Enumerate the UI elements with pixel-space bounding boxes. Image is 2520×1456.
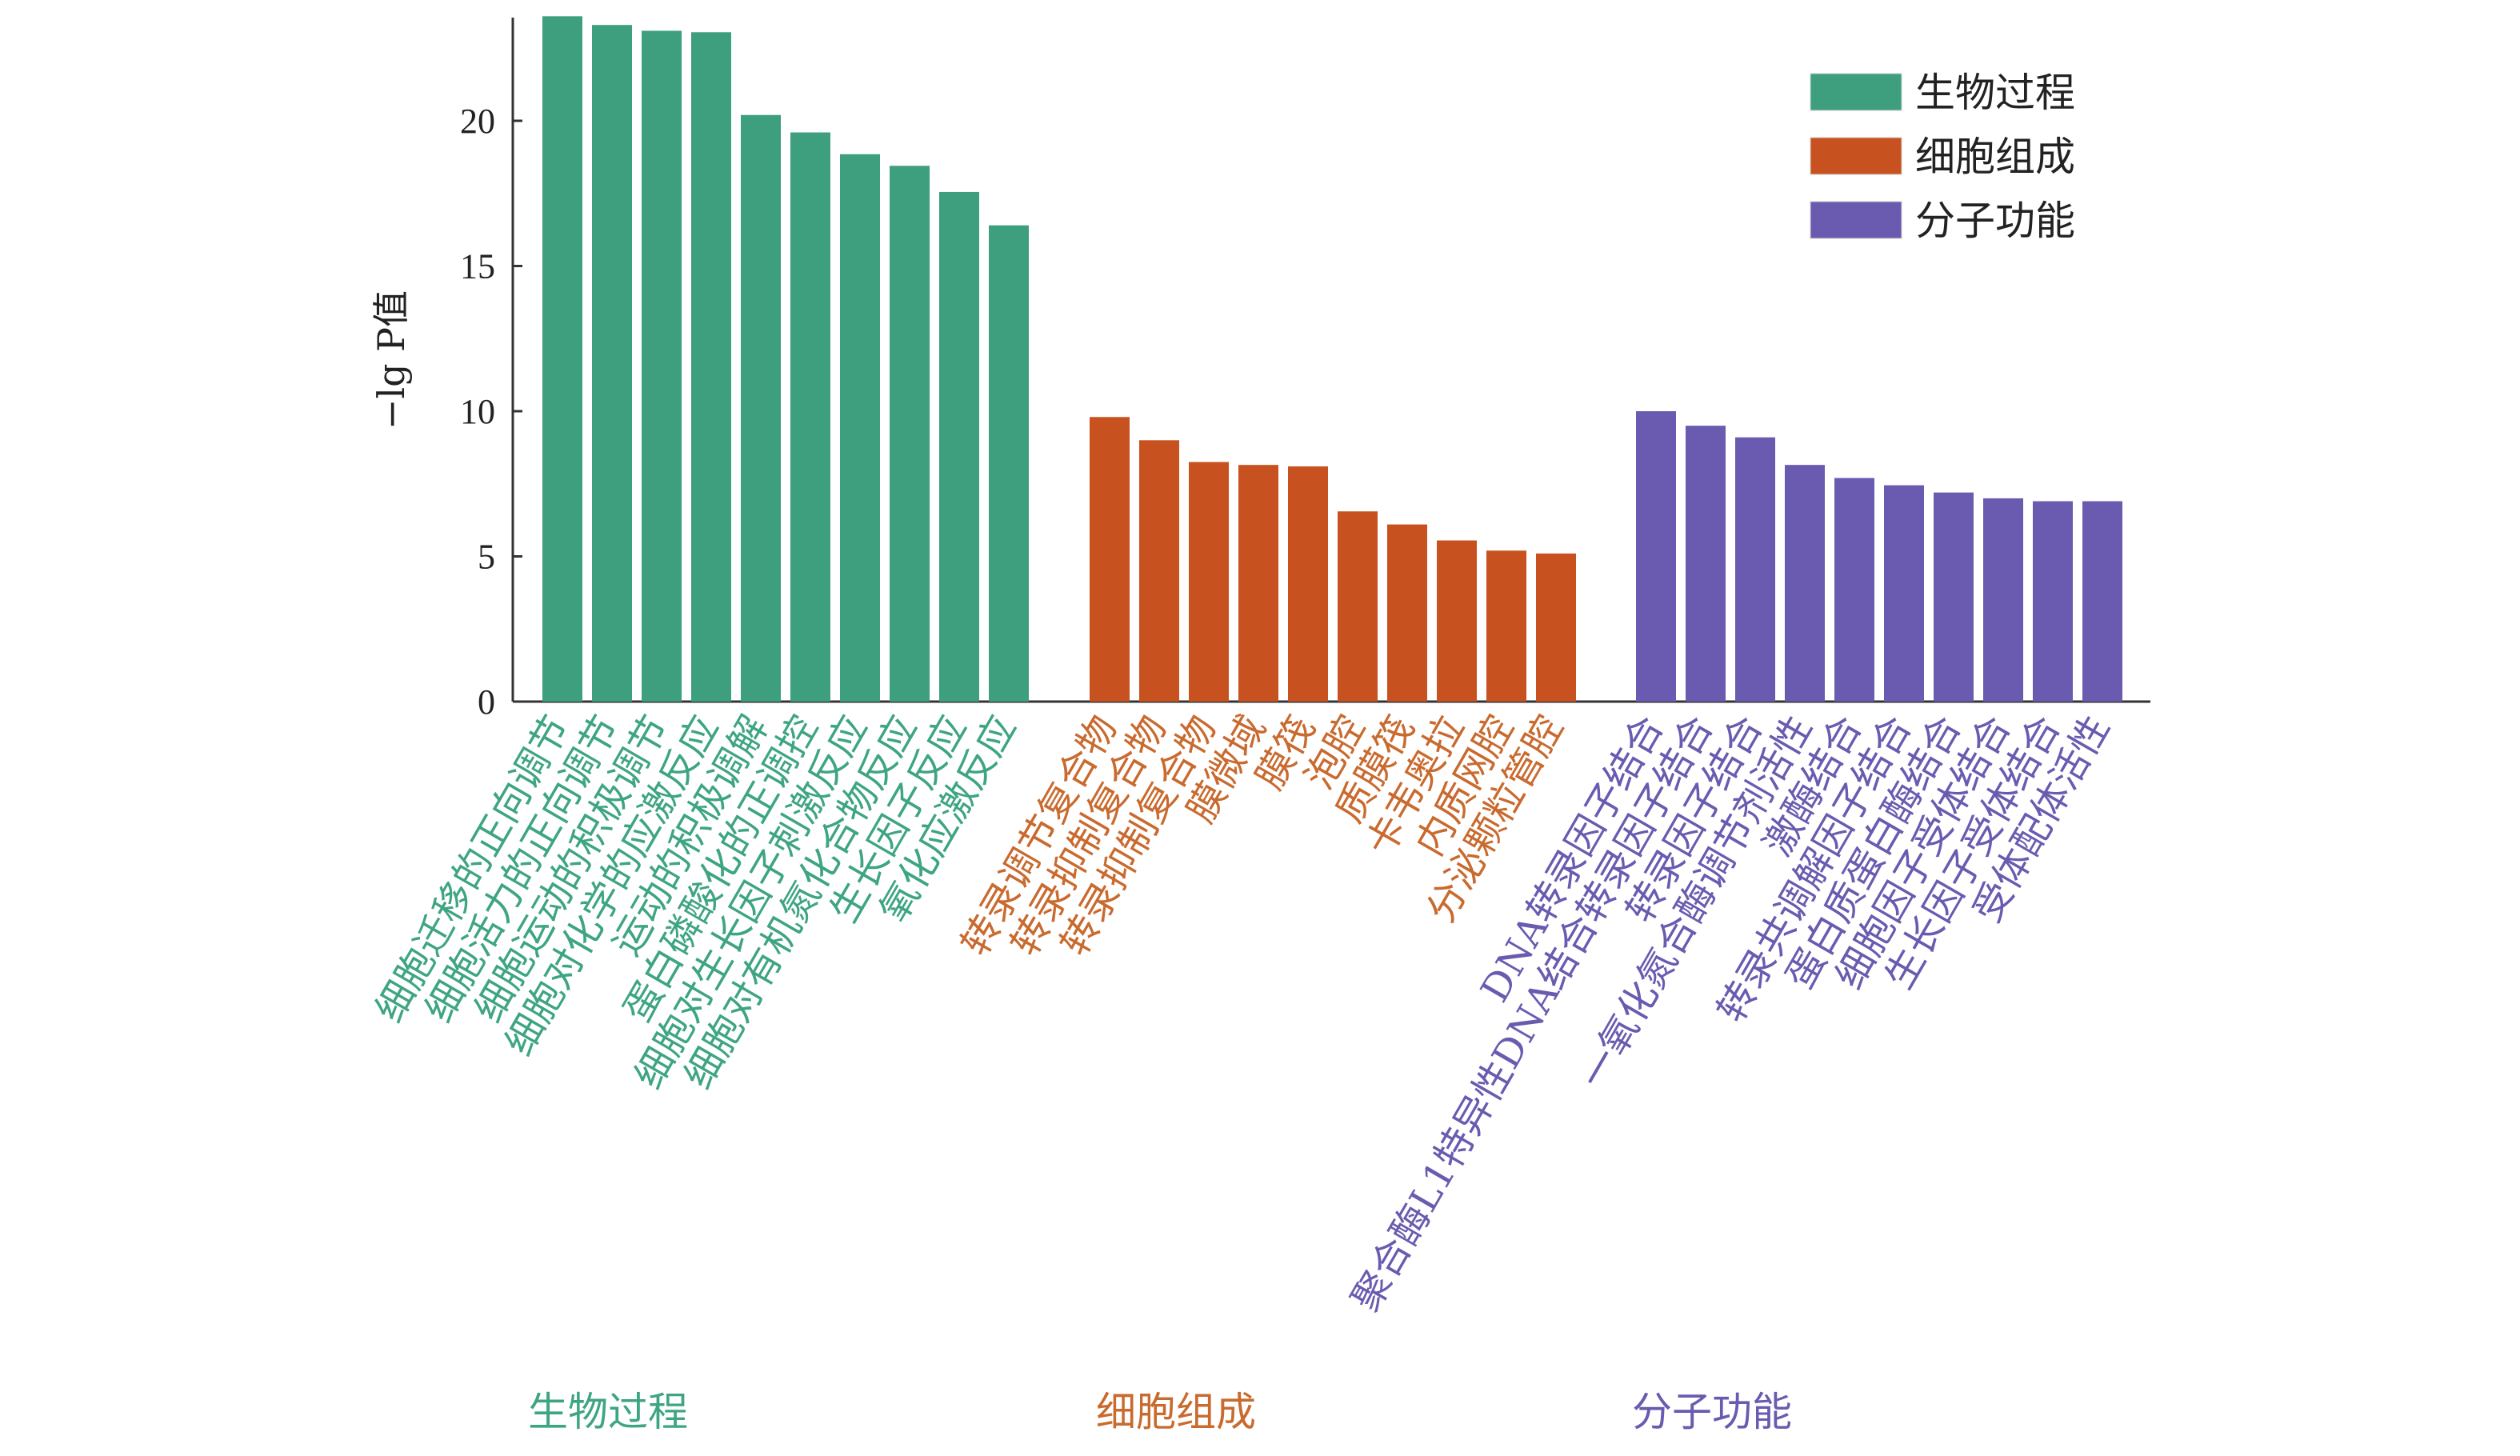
bar (1686, 426, 1726, 702)
bar (1139, 440, 1179, 702)
group-label: 细胞组成 (1096, 1389, 1256, 1435)
bar (2082, 501, 2122, 702)
group-labels: 生物过程 细胞组成 分子功能 (528, 1389, 1792, 1435)
bar (1636, 411, 1676, 702)
bar (1785, 465, 1825, 702)
legend-swatch (1810, 73, 1902, 111)
bar (642, 30, 682, 702)
bar (989, 225, 1029, 702)
axes: 0 5 10 15 20 −lg P值 (370, 18, 2150, 722)
bar (592, 25, 632, 702)
bar (1338, 511, 1378, 702)
legend-label: 细胞组成 (1915, 134, 2075, 180)
y-tick-label: 15 (460, 247, 495, 286)
bar (2033, 501, 2073, 702)
bar (890, 166, 930, 702)
bar (1387, 524, 1427, 702)
bar (1983, 498, 2023, 702)
y-tick-label: 10 (460, 392, 495, 431)
group-label: 生物过程 (528, 1389, 688, 1435)
bar (741, 114, 781, 702)
bar (1536, 553, 1576, 702)
legend-label: 分子功能 (1915, 198, 2075, 244)
legend-label: 生物过程 (1915, 70, 2075, 116)
bar (1238, 465, 1278, 702)
y-tick-label: 20 (460, 102, 495, 141)
bars (542, 16, 2122, 702)
bar (1735, 437, 1775, 702)
bar (840, 154, 880, 702)
bar (1090, 417, 1130, 702)
bar (1834, 478, 1874, 702)
group-label: 分子功能 (1632, 1389, 1792, 1435)
bar (939, 191, 979, 702)
y-tick-label: 5 (478, 538, 495, 577)
y-axis-label: −lg P值 (370, 290, 413, 430)
legend-swatch (1810, 137, 1902, 175)
bar (1189, 462, 1229, 702)
category-labels: 细胞迁移的正向调节细胞活力的正向调节细胞运动的积极调节细胞对化学的应激反应运动的… (367, 708, 2119, 1319)
bar (691, 32, 731, 702)
bar (542, 16, 582, 702)
y-tick-label: 0 (478, 682, 495, 722)
bar (1884, 485, 1924, 702)
bar (790, 132, 830, 702)
legend-swatch (1810, 201, 1902, 239)
bar (1934, 492, 1974, 702)
bar (1486, 550, 1526, 702)
bar (1437, 540, 1477, 702)
bar (1288, 466, 1328, 702)
